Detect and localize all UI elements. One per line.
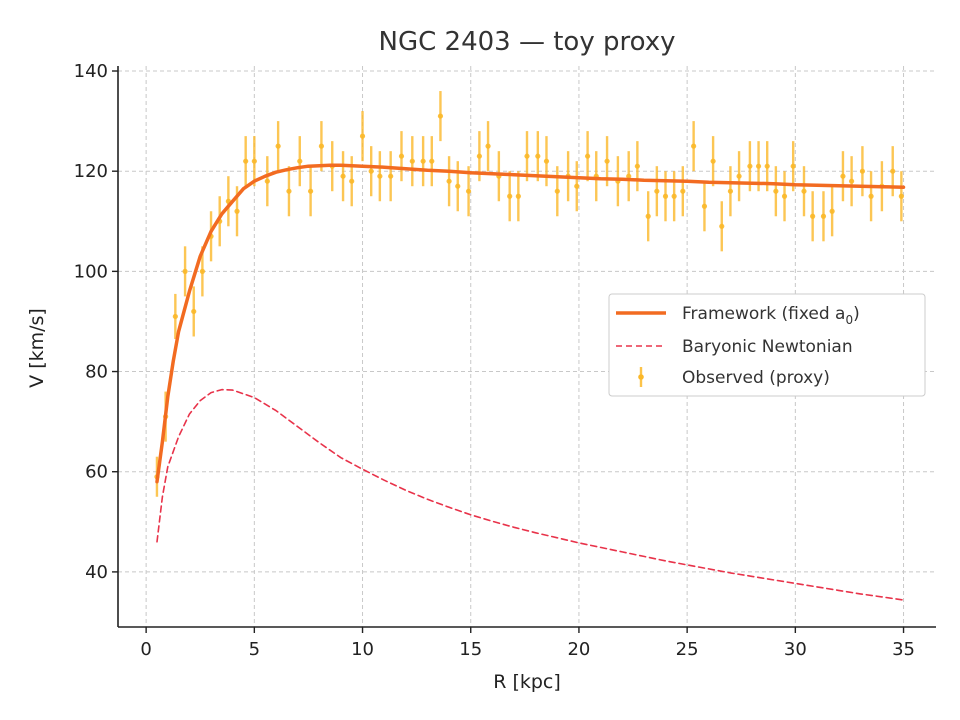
observed-point — [251, 158, 257, 164]
observed-point — [524, 153, 530, 159]
observed-point — [736, 173, 742, 179]
observed-point — [626, 173, 632, 179]
y-tick-label: 80 — [85, 362, 108, 383]
observed-point — [455, 183, 461, 189]
observed-point — [859, 168, 866, 174]
x-tick-label: 30 — [784, 639, 807, 660]
model-curves — [155, 163, 906, 601]
observed-point — [727, 188, 734, 194]
y-axis-label: V [km/s] — [26, 308, 48, 388]
observed-point — [359, 133, 366, 139]
observed-point — [680, 188, 686, 194]
observed-point — [476, 153, 482, 159]
observed-point — [810, 213, 816, 219]
observed-point — [264, 178, 270, 184]
observed-point — [662, 193, 669, 199]
observed-point — [849, 178, 855, 184]
observed-point — [574, 183, 580, 189]
observed-point — [701, 203, 708, 209]
observed-point — [409, 158, 415, 164]
observed-point — [318, 143, 325, 149]
observed-point — [773, 188, 779, 194]
axis-ticks: 0 5 10 15 20 25 30 35 40 60 80 100 120 140 — [74, 61, 915, 660]
x-tick-label: 15 — [459, 639, 482, 660]
observed-point — [275, 143, 281, 149]
observed-point — [604, 158, 610, 164]
observed-point — [349, 178, 355, 184]
observed-point — [781, 193, 788, 199]
legend-observed-label: Observed (proxy) — [682, 368, 830, 388]
observed-point — [710, 158, 716, 164]
observed-point — [437, 113, 444, 119]
observed-point — [790, 163, 796, 169]
x-tick-label: 20 — [567, 639, 590, 660]
legend-framework-close: ) — [853, 304, 860, 324]
observed-point — [645, 213, 651, 219]
observed-point — [465, 188, 472, 194]
observed-point — [191, 308, 197, 315]
y-tick-label: 100 — [74, 261, 108, 282]
legend: Framework (fixed a0) Baryonic Newtonian … — [608, 293, 926, 397]
x-axis-label: R [kpc] — [493, 671, 561, 693]
observed-point — [377, 173, 383, 179]
observed-point — [485, 143, 491, 149]
legend-baryonic-label: Baryonic Newtonian — [682, 337, 853, 357]
observed-point — [420, 158, 426, 164]
observed-point — [634, 163, 640, 169]
observed-point — [182, 268, 188, 274]
observed-point — [719, 223, 725, 229]
observed-points — [154, 91, 904, 497]
observed-point — [297, 158, 303, 164]
observed-point — [654, 188, 660, 194]
framework-curve — [155, 163, 906, 484]
observed-point — [535, 153, 541, 159]
observed-point — [368, 168, 374, 174]
observed-point — [584, 153, 591, 159]
legend-framework-subscript: 0 — [845, 313, 853, 327]
observed-point — [898, 193, 904, 199]
x-tick-label: 35 — [892, 639, 915, 660]
chart-title: NGC 2403 — toy proxy — [379, 27, 676, 57]
observed-point — [890, 168, 896, 174]
y-tick-label: 140 — [74, 61, 108, 82]
observed-point — [820, 213, 827, 219]
x-tick-label: 10 — [351, 639, 374, 660]
x-tick-label: 5 — [249, 639, 260, 660]
y-tick-label: 120 — [74, 161, 108, 182]
y-tick-label: 40 — [85, 562, 108, 583]
observed-point — [199, 268, 205, 274]
observed-point — [507, 193, 513, 199]
legend-observed-marker — [638, 374, 644, 380]
legend-frame — [608, 293, 926, 397]
y-tick-label: 60 — [85, 462, 108, 483]
observed-point — [307, 188, 314, 194]
observed-point — [554, 188, 560, 194]
observed-point — [755, 163, 762, 169]
observed-point — [234, 208, 240, 214]
observed-point — [172, 313, 178, 320]
observed-point — [543, 158, 550, 164]
observed-point — [429, 158, 435, 164]
observed-point — [829, 208, 835, 214]
observed-point — [446, 178, 452, 184]
observed-point — [398, 153, 405, 159]
observed-point — [286, 188, 292, 194]
observed-point — [691, 143, 697, 149]
legend-framework-label: Framework (fixed a0) — [682, 304, 860, 327]
observed-point — [243, 158, 249, 164]
observed-point — [801, 188, 807, 194]
baryonic-curve — [156, 388, 905, 601]
x-tick-label: 25 — [676, 639, 699, 660]
observed-point — [868, 193, 874, 199]
observed-point — [388, 173, 394, 179]
x-tick-label: 0 — [140, 639, 151, 660]
observed-point — [671, 193, 677, 199]
observed-point — [747, 163, 753, 169]
observed-point — [515, 193, 521, 199]
observed-point — [340, 173, 346, 179]
observed-point — [840, 173, 846, 179]
observed-point — [764, 163, 770, 169]
